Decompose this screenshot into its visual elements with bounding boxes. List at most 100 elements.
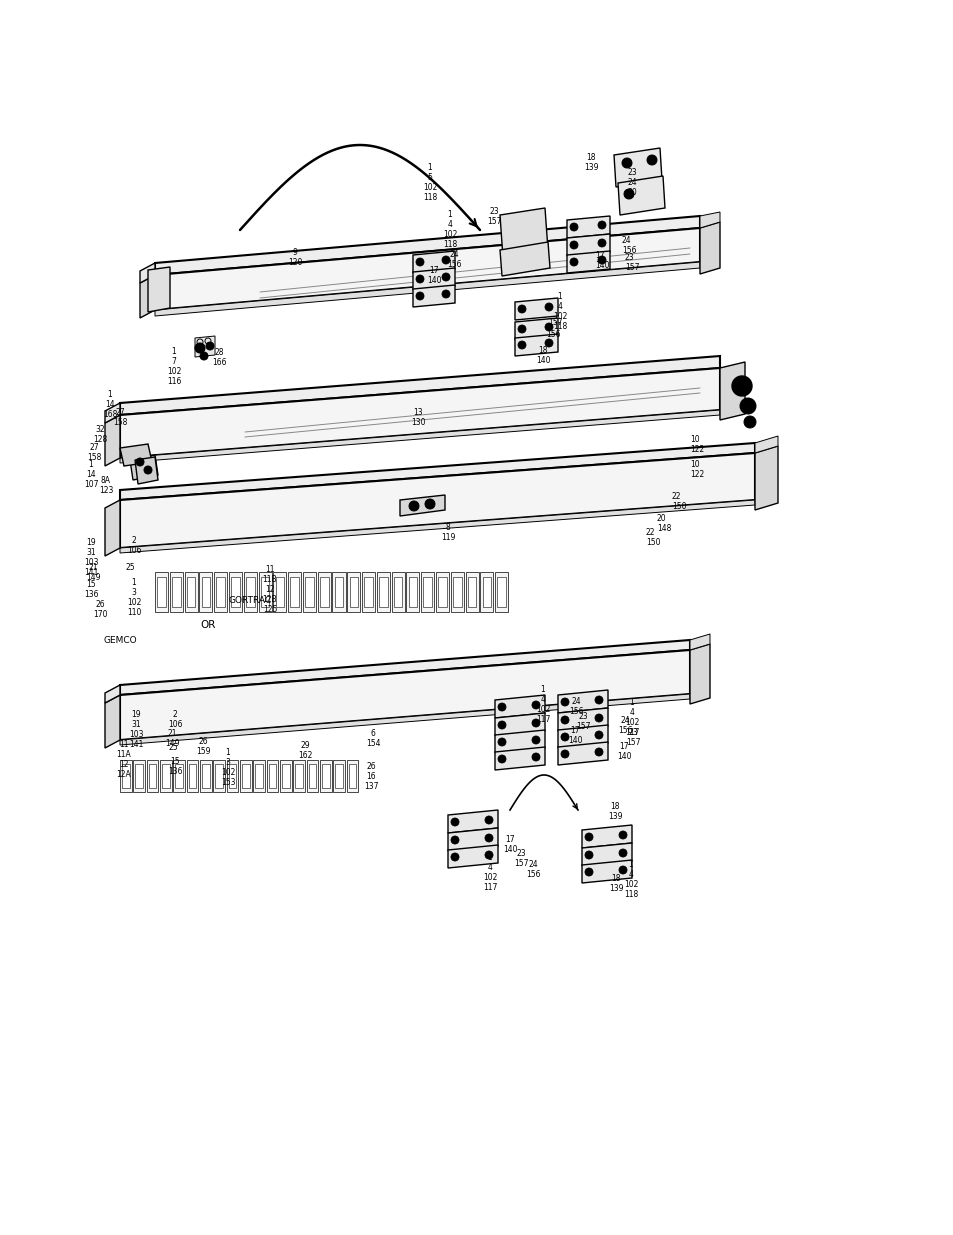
Polygon shape (253, 760, 265, 792)
Circle shape (544, 324, 553, 331)
Polygon shape (172, 577, 180, 606)
Polygon shape (305, 577, 314, 606)
Circle shape (560, 750, 568, 758)
Polygon shape (135, 457, 158, 484)
Polygon shape (515, 298, 558, 320)
Polygon shape (154, 228, 700, 310)
Text: 24
156: 24 156 (446, 249, 460, 269)
Circle shape (560, 698, 568, 706)
Polygon shape (154, 262, 700, 316)
Text: GORTRAC: GORTRAC (228, 597, 272, 605)
Text: 1
4
102
118: 1 4 102 118 (442, 210, 456, 249)
Polygon shape (566, 251, 609, 273)
Polygon shape (244, 572, 256, 613)
Text: 1
4
102
118: 1 4 102 118 (552, 291, 567, 331)
Circle shape (517, 325, 525, 333)
Polygon shape (515, 317, 558, 340)
Polygon shape (306, 760, 318, 792)
Polygon shape (480, 572, 493, 613)
Polygon shape (333, 760, 345, 792)
Circle shape (621, 158, 631, 168)
Circle shape (595, 731, 602, 739)
Text: 23
157: 23 157 (514, 848, 528, 868)
Polygon shape (348, 764, 356, 788)
Circle shape (484, 851, 493, 860)
Text: 23
157: 23 157 (576, 713, 590, 731)
Polygon shape (187, 760, 198, 792)
Circle shape (743, 416, 755, 429)
Polygon shape (495, 713, 544, 736)
Polygon shape (157, 577, 166, 606)
Polygon shape (154, 216, 700, 275)
Polygon shape (720, 362, 744, 420)
Text: 23
157: 23 157 (486, 207, 500, 226)
Polygon shape (581, 844, 631, 866)
Text: 1
3
102
153: 1 3 102 153 (220, 748, 235, 787)
Polygon shape (135, 764, 143, 788)
Polygon shape (303, 572, 315, 613)
Polygon shape (267, 760, 278, 792)
Polygon shape (120, 760, 132, 792)
Polygon shape (175, 764, 183, 788)
Text: 18
139: 18 139 (583, 153, 598, 172)
Polygon shape (754, 446, 778, 510)
Circle shape (646, 156, 657, 165)
Polygon shape (482, 577, 491, 606)
Circle shape (497, 721, 505, 729)
Polygon shape (269, 764, 276, 788)
Polygon shape (558, 725, 607, 748)
Polygon shape (408, 577, 416, 606)
Circle shape (416, 258, 423, 266)
Text: 23
157: 23 157 (624, 253, 639, 272)
Polygon shape (120, 500, 754, 553)
Circle shape (738, 382, 745, 390)
Polygon shape (467, 577, 476, 606)
Text: 20
148: 20 148 (657, 514, 671, 534)
Polygon shape (495, 747, 544, 769)
Text: 8A
123: 8A 123 (99, 475, 113, 495)
Polygon shape (240, 760, 252, 792)
Circle shape (497, 739, 505, 746)
Text: 23
157: 23 157 (625, 727, 639, 747)
Polygon shape (499, 207, 547, 258)
Text: 157: 157 (547, 317, 561, 327)
Circle shape (569, 224, 578, 231)
Circle shape (497, 755, 505, 763)
Circle shape (569, 258, 578, 266)
Circle shape (532, 753, 539, 761)
Circle shape (595, 714, 602, 722)
Polygon shape (160, 760, 172, 792)
Text: 15
136: 15 136 (84, 580, 98, 599)
Polygon shape (120, 356, 720, 415)
Polygon shape (392, 572, 404, 613)
Circle shape (416, 275, 423, 283)
Polygon shape (515, 333, 558, 356)
Polygon shape (149, 764, 156, 788)
Circle shape (532, 736, 539, 743)
Circle shape (618, 831, 626, 839)
Polygon shape (335, 577, 343, 606)
Text: 26
170: 26 170 (92, 600, 107, 619)
Polygon shape (317, 572, 331, 613)
Polygon shape (255, 764, 263, 788)
Circle shape (598, 240, 605, 247)
Circle shape (560, 734, 568, 741)
Polygon shape (495, 730, 544, 753)
Polygon shape (105, 500, 120, 556)
Text: 22
150: 22 150 (645, 529, 659, 547)
Polygon shape (173, 760, 185, 792)
Polygon shape (105, 403, 120, 424)
Circle shape (595, 748, 602, 756)
Circle shape (144, 466, 152, 474)
Circle shape (598, 221, 605, 228)
Polygon shape (376, 572, 390, 613)
Circle shape (451, 836, 458, 844)
Polygon shape (558, 742, 607, 764)
Circle shape (441, 273, 450, 282)
Polygon shape (147, 760, 158, 792)
Polygon shape (202, 764, 210, 788)
Text: GEMCO: GEMCO (103, 636, 136, 645)
Polygon shape (453, 577, 461, 606)
Text: 21
149: 21 149 (165, 729, 179, 748)
Polygon shape (122, 764, 130, 788)
